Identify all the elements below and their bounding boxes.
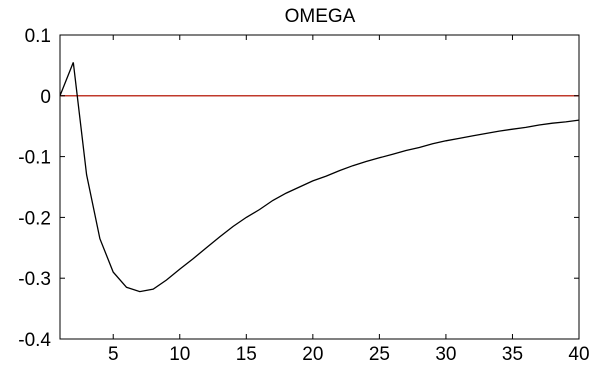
x-tick-label: 10 xyxy=(169,344,190,365)
chart-title: OMEGA xyxy=(285,6,356,27)
plot-area: 5 10 15 20 25 30 35 40 0.1 0 -0.1 -0.2 -0.3 -0.4 xyxy=(18,26,589,365)
y-tick-label: 0.1 xyxy=(25,26,51,47)
plot-frame xyxy=(59,34,580,340)
y-tick-label: -0.2 xyxy=(18,208,51,229)
y-tick-label: 0 xyxy=(40,87,51,108)
y-tick-label: -0.4 xyxy=(18,330,51,351)
x-tick-label: 25 xyxy=(369,344,390,365)
series-line-omega xyxy=(59,62,580,293)
y-tick-label: -0.3 xyxy=(18,269,51,290)
x-tick-label: 35 xyxy=(502,344,523,365)
x-tick-label: 30 xyxy=(435,344,456,365)
x-tick-label: 5 xyxy=(108,344,119,365)
x-tick-label: 15 xyxy=(236,344,257,365)
x-tick-label: 20 xyxy=(302,344,323,365)
y-tick-label: -0.1 xyxy=(18,148,51,169)
x-tick-label: 40 xyxy=(568,344,589,365)
